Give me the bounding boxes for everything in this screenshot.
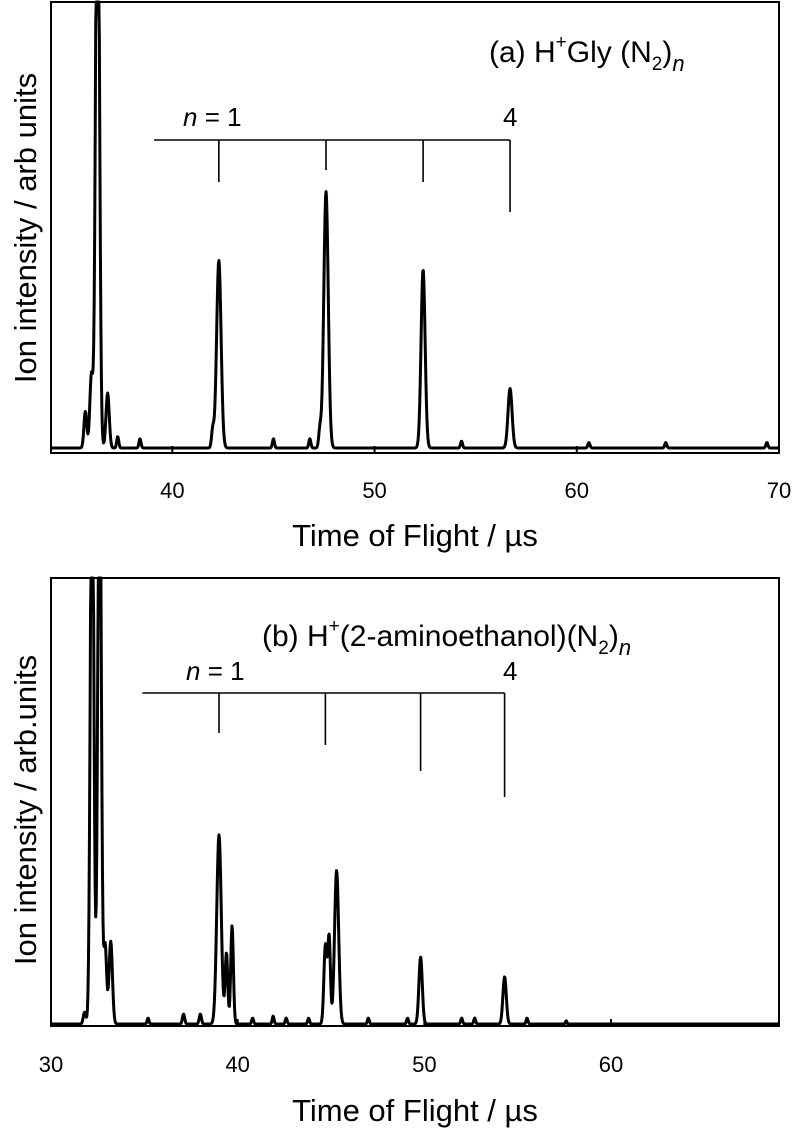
spectrum-trace-a bbox=[50, 0, 780, 450]
y-axis-title-a: Ion intensity / arb units bbox=[8, 73, 43, 383]
plot-frame-a bbox=[50, 1, 780, 454]
n-equals-4-label-b: 4 bbox=[503, 656, 517, 686]
x-tick-label: 50 bbox=[412, 1052, 436, 1077]
y-axis-title-b: Ion intensity / arb.units bbox=[8, 655, 43, 965]
x-ticks-a: 40 50 60 70 bbox=[160, 446, 791, 503]
x-tick-label: 30 bbox=[39, 1052, 63, 1077]
panel-label-a: (a) H+Gly (N2)n bbox=[489, 32, 685, 76]
n-equals-1-label-a: n = 1 bbox=[183, 102, 242, 132]
x-tick-label: 60 bbox=[599, 1052, 623, 1077]
progression-bracket-a bbox=[154, 139, 511, 212]
progression-bracket-b bbox=[142, 692, 506, 797]
x-axis-title-a: Time of Flight / µs bbox=[292, 518, 538, 553]
panel-a: 40 50 60 70 (a) H+Gly (N2)n n = 1 4 Time of… bbox=[8, 0, 791, 553]
n-equals-4-label-a: 4 bbox=[503, 102, 517, 132]
x-tick-label: 40 bbox=[225, 1052, 249, 1077]
x-ticks-b: 30 40 50 60 bbox=[39, 1019, 623, 1077]
panel-b: 30 40 50 60 (b) H+(2-aminoethanol)(N2)n n =… bbox=[8, 576, 780, 1128]
n-equals-1-label-b: n = 1 bbox=[186, 656, 245, 686]
x-tick-label: 40 bbox=[160, 478, 184, 503]
x-tick-label: 60 bbox=[565, 478, 589, 503]
x-tick-label: 50 bbox=[362, 478, 386, 503]
x-tick-label: 70 bbox=[767, 478, 791, 503]
spectrum-trace-b bbox=[50, 576, 780, 1026]
x-axis-title-b: Time of Flight / µs bbox=[292, 1093, 538, 1128]
panel-label-b: (b) H+(2-aminoethanol)(N2)n bbox=[262, 616, 631, 660]
plot-frame-b bbox=[50, 577, 780, 1027]
